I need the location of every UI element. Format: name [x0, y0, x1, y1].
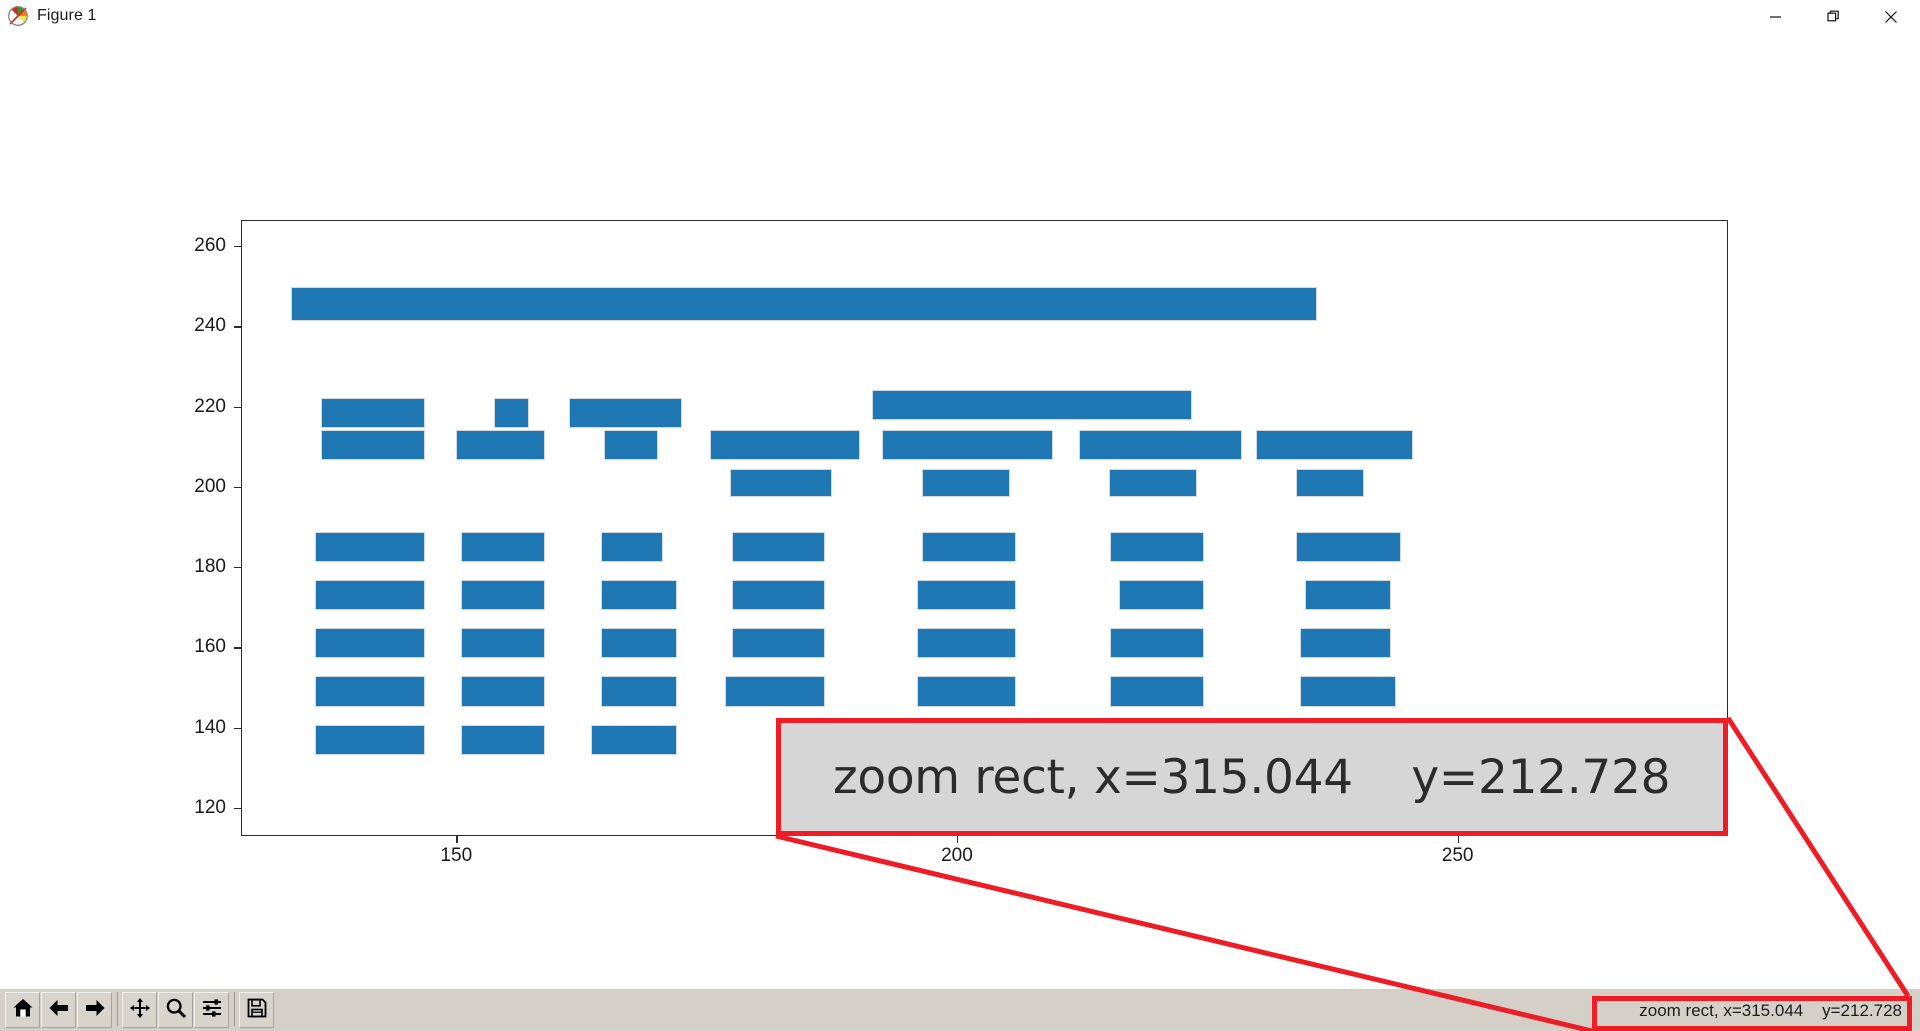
y-axis-tick-label: 260 [194, 235, 226, 257]
x-axis-tick-mark [456, 836, 458, 843]
y-axis-tick-mark [234, 486, 241, 489]
floppy-disk-icon [246, 997, 268, 1024]
y-axis-tick-label: 180 [194, 556, 226, 578]
y-axis-tick-label: 160 [194, 636, 226, 658]
window-controls [1746, 0, 1920, 33]
window-title: Figure 1 [37, 7, 97, 24]
zoom-button[interactable] [158, 992, 193, 1028]
x-axis-tick-label: 150 [440, 845, 473, 866]
move-icon [129, 997, 151, 1024]
arrow-left-icon [48, 997, 70, 1024]
y-axis-tick-label: 200 [194, 475, 226, 497]
sliders-icon [201, 997, 223, 1024]
home-icon [12, 997, 34, 1024]
pan-button[interactable] [122, 992, 157, 1028]
forward-button[interactable] [77, 992, 112, 1028]
title-bar: Figure 1 [0, 0, 1920, 33]
y-axis-tick-label: 220 [194, 395, 226, 417]
x-axis-tick-mark [1457, 836, 1459, 843]
arrow-right-icon [84, 997, 106, 1024]
toolbar-separator-2 [230, 992, 239, 1028]
y-axis-tick-label: 140 [194, 716, 226, 738]
x-axis-tick-label: 250 [1441, 845, 1474, 866]
coordinate-message: zoom rect, x=315.044 y=212.728 [1639, 1000, 1902, 1020]
y-axis-tick-mark [234, 326, 241, 328]
toolbar-button-group [5, 990, 275, 1030]
y-axis-tick-mark [234, 406, 241, 408]
x-axis-tick-mark [956, 836, 959, 843]
callout-target-highlight [1592, 996, 1912, 1031]
restore-button[interactable] [1804, 0, 1862, 33]
back-button[interactable] [41, 992, 76, 1028]
toolbar-separator-1 [113, 992, 122, 1028]
y-axis-tick-mark [234, 807, 241, 810]
close-button[interactable] [1862, 0, 1920, 33]
save-button[interactable] [239, 992, 274, 1028]
zoomed-message-text: zoom rect, x=315.044 y=212.728 [833, 749, 1671, 805]
matplotlib-icon [7, 5, 29, 27]
y-axis-tick-mark [234, 246, 241, 248]
toolbar-message-wrap: zoom rect, x=315.044 y=212.728 [1633, 989, 1908, 1031]
figure-canvas[interactable]: 120 140 160 180 200 220 240 260 150 200 250 [0, 33, 1920, 988]
y-axis-tick-mark [234, 727, 241, 729]
y-axis-tick-label: 120 [194, 796, 226, 818]
minimize-button[interactable] [1746, 0, 1804, 33]
y-axis-tick-mark [234, 567, 241, 569]
y-axis-tick-mark [234, 647, 241, 649]
subplots-button[interactable] [194, 992, 229, 1028]
x-axis-tick-label: 200 [941, 845, 973, 866]
y-axis-tick-label: 240 [194, 315, 226, 337]
magnifier-icon [165, 997, 187, 1024]
home-button[interactable] [5, 992, 40, 1028]
zoomed-message-callout: zoom rect, x=315.044 y=212.728 [776, 718, 1728, 836]
